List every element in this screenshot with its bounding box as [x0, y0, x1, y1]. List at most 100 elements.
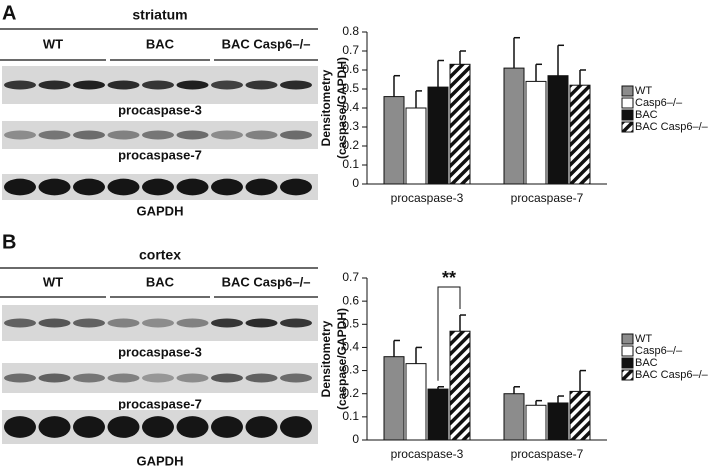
blot-band: [38, 178, 71, 196]
y-tick-label: 0: [352, 176, 359, 190]
blot-band: [245, 416, 278, 438]
blot-band: [280, 130, 312, 140]
bar: [569, 390, 591, 441]
bar: [503, 67, 525, 185]
blot-band: [280, 178, 312, 196]
bar: [405, 107, 427, 185]
bar: [405, 363, 427, 441]
blot-band: [245, 80, 278, 90]
x-tick-label: procaspase-7: [511, 447, 584, 461]
annotation: **: [442, 268, 456, 288]
bar: [449, 330, 471, 441]
blot-band: [107, 373, 140, 383]
x-tick-label: procaspase-7: [511, 191, 584, 205]
blot-band: [4, 178, 36, 196]
legend-swatch: [621, 85, 634, 97]
y-axis-label: Densitometry: [319, 320, 333, 397]
blot-band: [211, 80, 243, 90]
blot-band: [4, 80, 36, 90]
blot-band: [176, 80, 209, 90]
legend-swatch: [621, 333, 634, 345]
bar: [569, 84, 591, 185]
significance-bracket: [437, 286, 461, 381]
bar: [547, 75, 569, 185]
blot-band: [73, 130, 105, 140]
y-tick-label: 0.5: [342, 316, 359, 330]
blot-band: [280, 416, 312, 438]
y-tick-label: 0: [352, 432, 359, 446]
y-tick-label: 0.1: [342, 157, 359, 171]
region-title: striatum: [132, 7, 187, 23]
panel-letter: A: [2, 2, 16, 24]
y-tick-label: 0.4: [342, 100, 359, 114]
blot-band: [245, 373, 278, 383]
blot-band: [38, 130, 71, 140]
blot-label: procaspase-3: [118, 344, 202, 359]
legend-label: Casp6–/–: [635, 97, 683, 109]
y-tick-label: 0.6: [342, 62, 359, 76]
blot-band: [176, 130, 209, 140]
blot-band: [142, 318, 174, 328]
blot-band: [211, 130, 243, 140]
y-axis-label: (caspase/GAPDH): [335, 57, 349, 159]
legend-swatch: [621, 97, 634, 109]
y-axis-label: Densitometry: [319, 69, 333, 146]
group-label: BAC Casp6–/–: [222, 274, 311, 289]
panel-letter: B: [2, 231, 16, 253]
blot-band: [107, 416, 140, 438]
legend-label: WT: [635, 85, 652, 97]
blot-band: [142, 416, 174, 438]
legend-label: BAC Casp6–/–: [635, 121, 709, 133]
blot-band: [245, 178, 278, 196]
blot-band: [245, 318, 278, 328]
blot-band: [73, 318, 105, 328]
bar: [547, 402, 569, 441]
group-label: WT: [43, 36, 63, 51]
y-tick-label: 0.7: [342, 270, 359, 284]
group-label: BAC: [146, 274, 175, 289]
bar: [525, 404, 547, 441]
blot-band: [280, 373, 312, 383]
blot-band: [211, 178, 243, 196]
blot-band: [211, 318, 243, 328]
blot-band: [142, 373, 174, 383]
blot-band: [73, 416, 105, 438]
blot-label: procaspase-7: [118, 147, 202, 162]
blot-band: [211, 373, 243, 383]
bar: [503, 393, 525, 441]
blot-band: [73, 373, 105, 383]
blot-band: [38, 318, 71, 328]
blot-band: [211, 416, 243, 438]
y-tick-label: 0.1: [342, 409, 359, 423]
blot-band: [176, 318, 209, 328]
legend-swatch: [621, 357, 634, 369]
legend-swatch: [621, 345, 634, 357]
blot-band: [38, 373, 71, 383]
blot-label: GAPDH: [137, 203, 184, 218]
blot-band: [73, 178, 105, 196]
bar: [525, 80, 547, 185]
legend-label: Casp6–/–: [635, 345, 683, 357]
bar: [383, 356, 405, 441]
y-tick-label: 0.5: [342, 81, 359, 95]
y-tick-label: 0.6: [342, 293, 359, 307]
blot-band: [4, 130, 36, 140]
blot-band: [38, 80, 71, 90]
blot-band: [176, 373, 209, 383]
blot-label: GAPDH: [137, 453, 184, 468]
legend-label: BAC: [635, 109, 658, 121]
blot-band: [107, 130, 140, 140]
y-tick-label: 0.2: [342, 138, 359, 152]
y-tick-label: 0.4: [342, 340, 359, 354]
y-tick-label: 0.7: [342, 43, 359, 57]
y-tick-label: 0.3: [342, 363, 359, 377]
bar: [427, 388, 449, 441]
blot-band: [107, 80, 140, 90]
blot-band: [176, 416, 209, 438]
y-axis-label: (caspase/GAPDH): [335, 308, 349, 410]
blot-band: [4, 416, 36, 438]
legend-label: WT: [635, 333, 652, 345]
x-tick-label: procaspase-3: [391, 191, 464, 205]
blot-label: procaspase-3: [118, 102, 202, 117]
